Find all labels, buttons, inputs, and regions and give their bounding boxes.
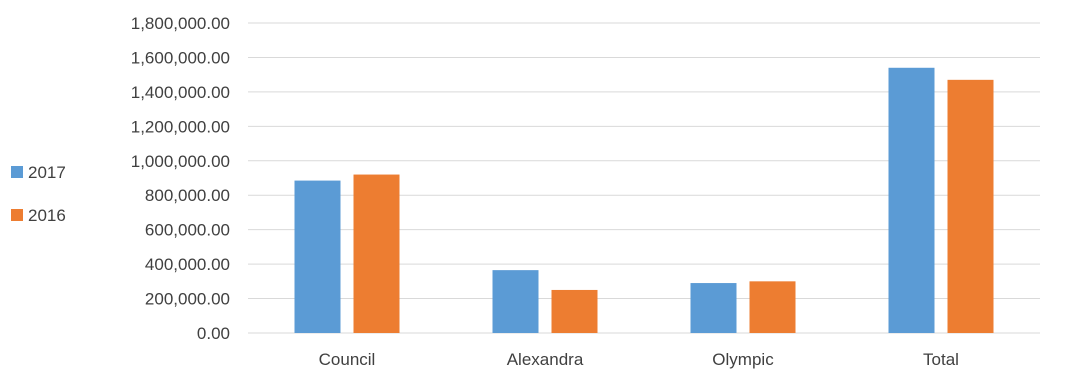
x-axis-categories: Council Alexandra Olympic Total (319, 350, 959, 369)
bar-2017-alexandra (492, 270, 539, 333)
y-tick-label: 400,000.00 (145, 255, 230, 274)
y-tick-label: 200,000.00 (145, 290, 230, 309)
y-tick-label: 1,000,000.00 (131, 152, 230, 171)
x-category-label: Alexandra (507, 350, 584, 369)
y-axis-ticks: 0.00 200,000.00 400,000.00 600,000.00 800,00… (131, 14, 230, 343)
y-tick-label: 800,000.00 (145, 186, 230, 205)
legend-swatch-2017 (11, 166, 23, 178)
bar-2017-council (294, 180, 341, 333)
y-tick-label: 1,600,000.00 (131, 48, 230, 67)
y-tick-label: 600,000.00 (145, 221, 230, 240)
x-category-label: Total (923, 350, 959, 369)
bar-2017-total (888, 67, 935, 334)
bar-2016-olympic (749, 281, 796, 333)
y-tick-label: 1,200,000.00 (131, 117, 230, 136)
y-tick-label: 1,400,000.00 (131, 83, 230, 102)
x-category-label: Olympic (712, 350, 774, 369)
bar-2017-olympic (690, 283, 737, 333)
legend: 2017 2016 (11, 163, 66, 225)
y-tick-label: 0.00 (197, 324, 230, 343)
legend-label-2017: 2017 (28, 163, 66, 182)
y-tick-label: 1,800,000.00 (131, 14, 230, 33)
bar-2016-council (353, 174, 400, 333)
legend-label-2016: 2016 (28, 206, 66, 225)
bars (294, 67, 994, 334)
legend-swatch-2016 (11, 209, 23, 221)
x-category-label: Council (319, 350, 376, 369)
bar-2016-total (947, 79, 994, 333)
bar-2016-alexandra (551, 289, 598, 333)
